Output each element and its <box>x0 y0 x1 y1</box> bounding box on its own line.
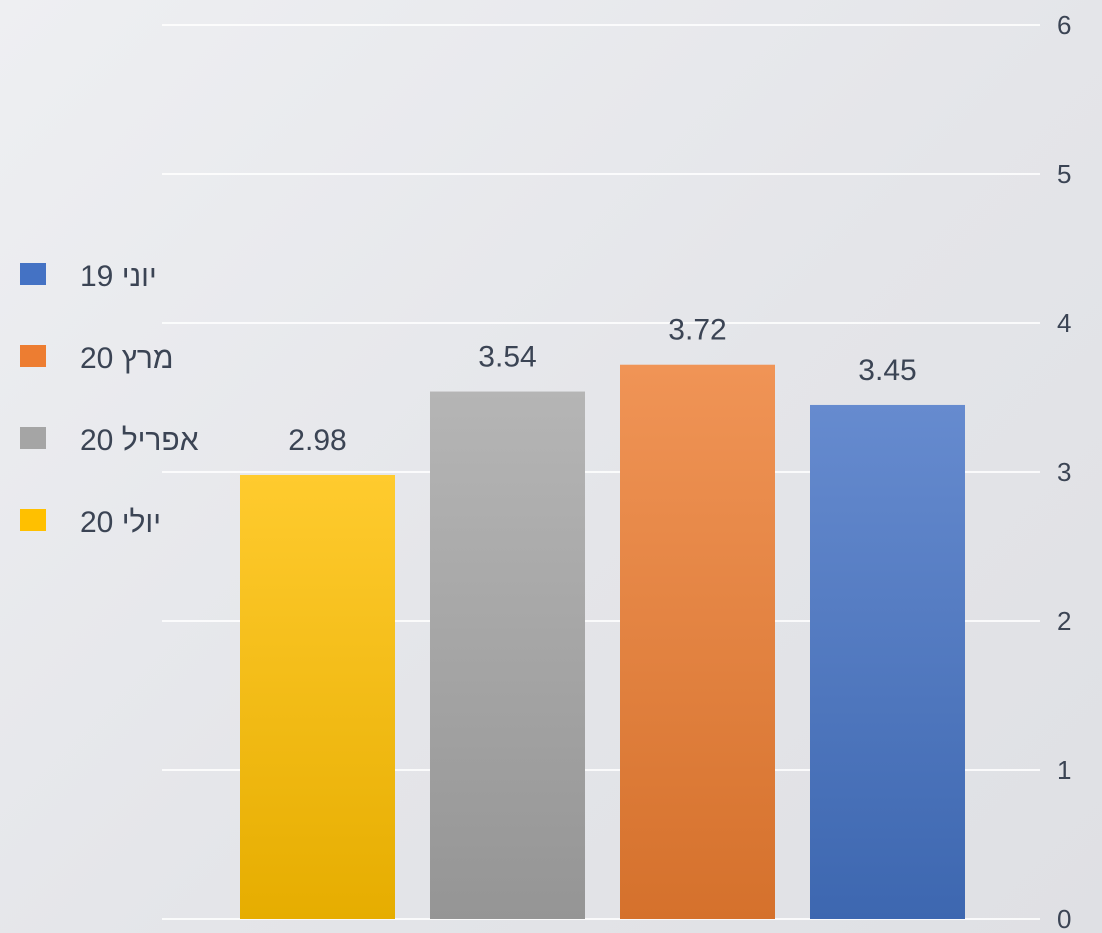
legend-swatch-2 <box>20 345 46 367</box>
bar-3 <box>620 364 775 920</box>
y-tick-label-6: 6 <box>1057 10 1071 40</box>
legend-swatch-1 <box>20 263 46 285</box>
data-label-4: 3.45 <box>858 354 916 387</box>
bar-2 <box>430 391 585 919</box>
legend-swatch-4 <box>20 509 46 531</box>
bars <box>240 364 965 920</box>
data-label-2: 3.54 <box>478 341 536 374</box>
y-axis-ticks: 0 1 2 3 4 5 6 <box>1057 10 1071 933</box>
data-label-1: 2.98 <box>288 424 346 457</box>
y-tick-label-3: 3 <box>1057 457 1071 487</box>
legend-label-1: יוני 19 <box>80 260 157 293</box>
bar-4 <box>810 404 965 919</box>
legend-label-2: מרץ 20 <box>80 342 173 375</box>
data-label-3: 3.72 <box>668 314 726 347</box>
y-tick-label-4: 4 <box>1057 308 1071 338</box>
y-tick-label-5: 5 <box>1057 159 1071 189</box>
legend-label-3: אפריל 20 <box>80 424 199 457</box>
y-tick-label-0: 0 <box>1057 904 1071 933</box>
legend-label-4: יולי 20 <box>80 506 161 539</box>
y-tick-label-1: 1 <box>1057 755 1071 785</box>
y-tick-label-2: 2 <box>1057 606 1071 636</box>
data-labels: 2.98 3.54 3.72 3.45 <box>288 314 916 457</box>
legend: יוני 19 מרץ 20 אפריל 20 יולי 20 <box>20 260 199 539</box>
legend-swatch-3 <box>20 427 46 449</box>
bar-1 <box>240 474 395 919</box>
